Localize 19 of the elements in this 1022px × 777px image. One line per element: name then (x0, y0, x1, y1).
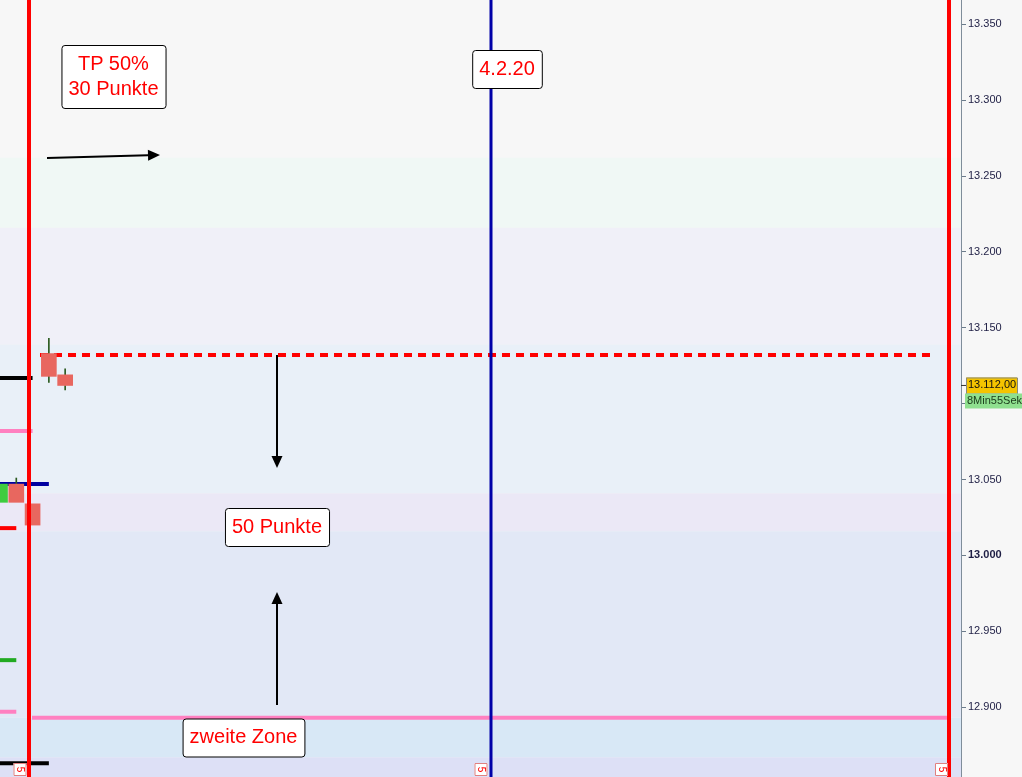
y-tick-label: 13.200 (968, 244, 1002, 257)
annotation: 5 (476, 766, 488, 773)
y-tick-label: 13.050 (968, 472, 1002, 485)
annotation: 5 (936, 766, 948, 773)
candlestick (8, 477, 25, 503)
y-tick-label: 13.300 (968, 93, 1002, 106)
y-tick-label: 13.000 (968, 548, 1002, 561)
y-tick-label: 13.250 (968, 169, 1002, 182)
y-tick-label: 13.350 (968, 17, 1002, 30)
annotation: 5 (15, 766, 27, 773)
text: 8Min55Sek (967, 394, 1022, 406)
annotation: 4.2.20 (479, 56, 535, 79)
y-tick-label: 12.900 (968, 700, 1002, 713)
annotation: TP 50% 30 Punkte (68, 51, 159, 99)
annotation: 50 Punkte (231, 514, 323, 537)
text: 13.112,00 (968, 378, 1017, 391)
y-tick-label: 12.950 (968, 624, 1002, 637)
y-tick-label: 13.150 (968, 320, 1002, 333)
annotation: zweite Zone (189, 725, 298, 748)
